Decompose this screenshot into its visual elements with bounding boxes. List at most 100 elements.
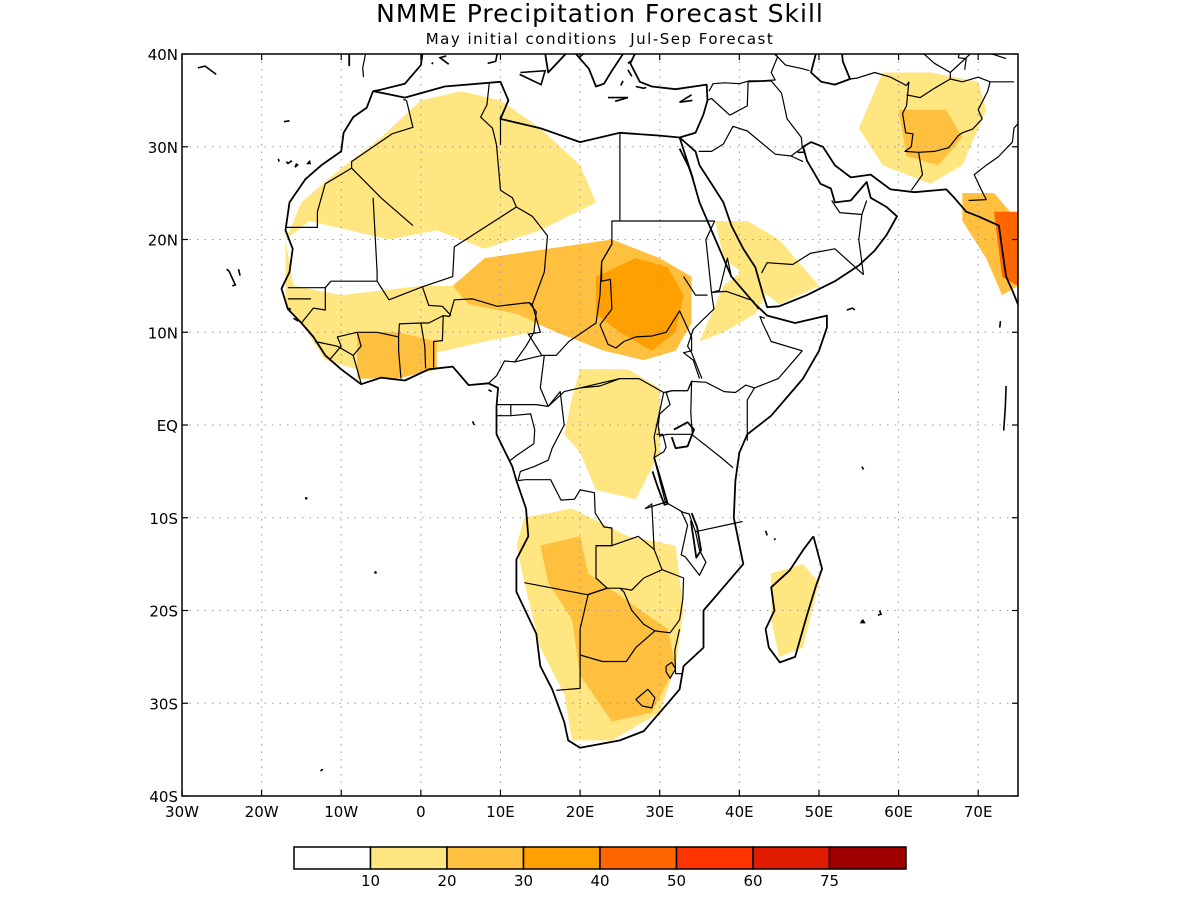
island: [374, 571, 377, 574]
lat-label: 10N: [148, 324, 178, 342]
coastline-lake-malawi: [689, 512, 702, 559]
legend-swatch: [446, 846, 525, 870]
island: [877, 610, 883, 616]
latitude-labels: 40N 30N 20N 10N EQ 10S 20S 30S 40S: [148, 46, 178, 806]
island: [679, 94, 693, 103]
island: [846, 307, 856, 311]
country-border: [495, 144, 517, 208]
country-border: [968, 123, 1018, 202]
legend-label: 10: [361, 872, 380, 890]
lat-label: 10S: [149, 510, 178, 528]
axis-ticks: [181, 53, 1018, 797]
legend-swatch: [828, 846, 907, 870]
longitude-labels: 30W 20W 10W 0 10E 20E 30E 40E 50E 60E 70E: [165, 803, 992, 821]
country-border: [729, 80, 803, 148]
island: [288, 307, 291, 311]
skill-region-west-africa-coast: [357, 332, 437, 379]
lon-label: 30W: [165, 803, 199, 821]
island: [471, 420, 475, 426]
country-border: [746, 387, 756, 441]
country-border: [962, 27, 1018, 35]
country-border: [683, 276, 708, 296]
island: [635, 85, 647, 90]
country-border: [480, 82, 498, 146]
map-title: NMME Precipitation Forecast Skill: [376, 0, 824, 28]
legend-swatch: [293, 846, 372, 870]
coastline-persian-gulf-east: [802, 146, 806, 152]
island: [237, 269, 241, 276]
country-border: [698, 125, 803, 157]
country-border: [761, 248, 864, 276]
coastlines-layer: [197, 54, 1018, 772]
country-border: [579, 378, 621, 389]
country-borders-layer: [285, 8, 1018, 709]
legend-label: 75: [820, 872, 839, 890]
skill-shading-layer: [285, 72, 1018, 741]
country-border: [351, 100, 414, 169]
legend-label: 50: [667, 872, 686, 890]
island: [998, 321, 1002, 328]
coastline-arabia: [679, 136, 1018, 309]
island: [320, 768, 324, 772]
country-border: [657, 380, 693, 437]
island: [519, 69, 547, 86]
lon-label: 50E: [805, 803, 834, 821]
island: [304, 496, 308, 500]
skill-region-sudan-core: [596, 258, 684, 351]
country-border: [831, 200, 862, 216]
island: [861, 466, 865, 470]
island: [488, 389, 493, 393]
lon-label: 30E: [645, 803, 674, 821]
coastline-caspian: [810, 54, 851, 86]
country-border: [352, 331, 378, 384]
island: [773, 537, 776, 541]
island: [285, 160, 293, 165]
legend-swatches: [293, 846, 907, 870]
country-border: [923, 54, 951, 79]
country-border: [362, 54, 367, 78]
map-subtitle: May initial conditions Jul-Sep Forecast: [426, 30, 775, 48]
island: [627, 59, 633, 64]
country-border: [508, 413, 536, 462]
country-border: [706, 97, 731, 116]
lat-label: 40S: [149, 788, 178, 806]
coastline-madagascar: [764, 535, 823, 664]
color-legend: 10 20 30 40 50 60 75: [293, 846, 907, 890]
lon-label: 70E: [964, 803, 993, 821]
legend-swatch: [369, 846, 448, 870]
country-border: [653, 392, 665, 458]
island: [226, 268, 237, 287]
country-border: [635, 688, 656, 709]
country-border: [579, 630, 656, 663]
country-border: [862, 8, 867, 42]
island: [306, 160, 311, 165]
legend-label: 60: [743, 872, 762, 890]
island: [294, 163, 299, 168]
country-border: [579, 587, 608, 630]
lat-label: 30S: [149, 695, 178, 713]
map-plot-area: [182, 8, 1018, 796]
lon-label: 20E: [566, 803, 595, 821]
island: [764, 530, 768, 536]
country-border: [517, 391, 565, 481]
country-border: [599, 239, 701, 379]
coastline-africa: [280, 80, 828, 749]
coastline-lake-victoria: [670, 421, 695, 450]
country-border: [680, 511, 707, 576]
country-border: [398, 336, 402, 379]
country-border: [858, 200, 868, 275]
lat-label: 30N: [148, 139, 178, 157]
legend-swatch: [675, 846, 754, 870]
country-border: [653, 457, 743, 533]
island: [438, 55, 450, 65]
country-border: [351, 167, 414, 227]
country-border: [421, 286, 452, 317]
country-border: [611, 220, 715, 240]
country-border: [691, 433, 734, 469]
lat-label: EQ: [157, 417, 178, 435]
island: [608, 96, 629, 103]
country-border: [433, 315, 444, 368]
country-border: [777, 56, 810, 72]
country-border: [420, 322, 427, 369]
coastline-med-north: [372, 54, 709, 139]
